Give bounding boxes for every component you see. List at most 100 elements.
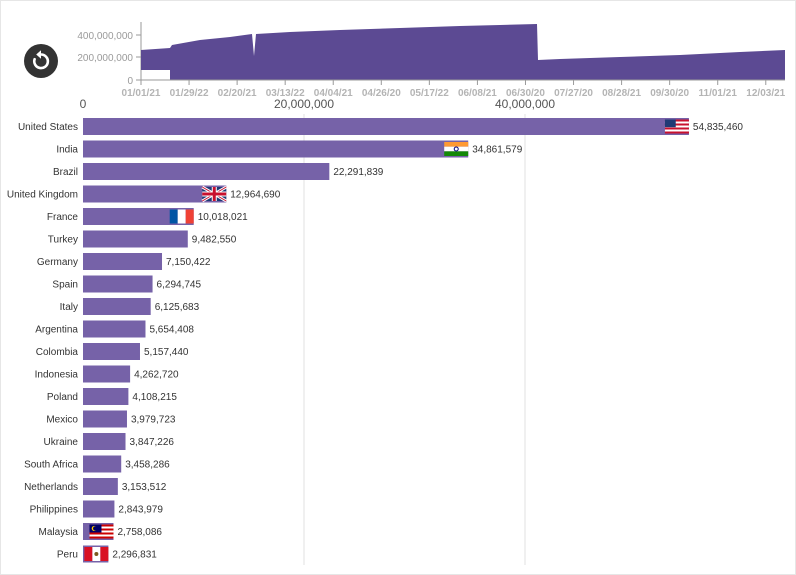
category-label: Argentina <box>35 325 78 336</box>
overview-x-tick-label: 12/03/21 <box>746 88 785 99</box>
bar-row[interactable]: Ukraine 3,847,226 <box>44 433 175 450</box>
overview-chart[interactable]: 400,000,000 200,000,000 0 01/01/21 01/29/22… <box>0 0 796 110</box>
bar-row[interactable]: India 34,861,579 <box>56 140 523 158</box>
bar[interactable] <box>83 365 131 383</box>
value-label: 22,291,839 <box>333 167 383 178</box>
bar-row[interactable]: Italy 6,125,683 <box>60 298 200 315</box>
x-tick-label: 20,000,000 <box>274 97 334 111</box>
bar[interactable] <box>83 320 146 338</box>
category-label: Indonesia <box>35 370 79 381</box>
category-label: Colombia <box>36 347 79 358</box>
bar-row[interactable]: Argentina 5,654,408 <box>35 320 194 338</box>
value-label: 3,153,512 <box>122 482 167 493</box>
overview-x-tick-label: 07/27/20 <box>554 88 593 99</box>
bar-row[interactable]: Turkey 9,482,550 <box>48 230 237 248</box>
value-label: 54,835,460 <box>693 122 743 133</box>
category-label: India <box>56 145 78 156</box>
overview-x-tick-label: 05/17/22 <box>410 88 449 99</box>
value-label: 3,458,286 <box>125 460 170 471</box>
category-label: Italy <box>60 302 78 313</box>
overview-area[interactable] <box>141 24 785 80</box>
category-label: Mexico <box>46 415 78 426</box>
bar-row[interactable]: Spain 6,294,745 <box>52 275 201 293</box>
bar[interactable] <box>83 388 129 405</box>
overview-x-tick-label: 06/08/21 <box>458 88 497 99</box>
replay-button[interactable] <box>24 44 58 78</box>
bar-row[interactable]: Malaysia 2,758,086 <box>39 523 163 540</box>
bar-rows: United States 54,835,460 India 34,861,579 Br… <box>7 118 743 563</box>
value-label: 4,262,720 <box>134 370 179 381</box>
bar-row[interactable]: United Kingdom 12,964,690 <box>7 185 281 203</box>
bar[interactable] <box>83 298 151 315</box>
category-label: Ukraine <box>44 437 79 448</box>
bar[interactable] <box>83 478 118 495</box>
value-label: 4,108,215 <box>132 392 177 403</box>
bar[interactable] <box>83 275 153 293</box>
overview-x-tick-label: 02/20/21 <box>218 88 257 99</box>
bar-row[interactable]: Brazil 22,291,839 <box>53 163 384 180</box>
value-label: 34,861,579 <box>472 145 522 156</box>
bar-row[interactable]: Colombia 5,157,440 <box>36 343 189 360</box>
x-tick-label: 0 <box>80 97 87 111</box>
category-label: France <box>47 212 79 223</box>
bar-row[interactable]: Mexico 3,979,723 <box>46 410 176 428</box>
value-label: 10,018,021 <box>198 212 248 223</box>
overview-x-tick-label: 01/01/21 <box>122 88 161 99</box>
bar[interactable] <box>83 343 140 360</box>
replay-icon <box>32 50 50 70</box>
bar-row[interactable]: Indonesia 4,262,720 <box>35 365 179 383</box>
bar[interactable] <box>83 433 126 450</box>
uk-flag-icon <box>201 185 228 203</box>
bar[interactable] <box>83 118 689 135</box>
india-flag-icon <box>444 142 469 156</box>
bar-row[interactable]: Germany 7,150,422 <box>37 253 211 270</box>
category-label: Brazil <box>53 167 78 178</box>
bar[interactable] <box>83 455 122 473</box>
bar-row[interactable]: Philippines 2,843,979 <box>30 500 164 518</box>
category-label: Netherlands <box>24 482 78 493</box>
overview-x-tick-label: 08/28/21 <box>602 88 641 99</box>
value-label: 2,296,831 <box>112 550 157 561</box>
overview-y-tick-label: 0 <box>127 76 133 87</box>
bar-row[interactable]: South Africa 3,458,286 <box>24 455 170 473</box>
bar[interactable] <box>83 500 115 518</box>
bar[interactable] <box>83 185 227 203</box>
bar[interactable] <box>83 230 188 248</box>
bar[interactable] <box>83 253 163 270</box>
bar-row[interactable]: Netherlands 3,153,512 <box>24 478 167 495</box>
category-label: Peru <box>57 550 78 561</box>
bar[interactable] <box>83 163 330 180</box>
x-tick-label: 40,000,000 <box>495 97 555 111</box>
france-flag-icon <box>169 209 194 224</box>
overview-area-series[interactable] <box>141 24 785 80</box>
overview-x-tick-label: 04/04/21 <box>314 88 353 99</box>
bar-row[interactable]: Poland 4,108,215 <box>47 388 177 405</box>
category-label: Poland <box>47 392 78 403</box>
value-label: 12,964,690 <box>230 190 280 201</box>
bar[interactable] <box>83 410 127 428</box>
overview-y-tick-label: 400,000,000 <box>77 31 133 42</box>
value-label: 2,758,086 <box>117 527 162 538</box>
bar-row[interactable]: France 10,018,021 <box>47 208 248 225</box>
bar[interactable] <box>83 140 469 158</box>
value-label: 3,847,226 <box>130 437 175 448</box>
value-label: 6,125,683 <box>155 302 200 313</box>
peru-flag-icon <box>84 547 109 561</box>
overview-x-axis: 01/01/21 01/29/22 02/20/21 03/13/22 04/04/21… <box>122 79 786 99</box>
category-label: South Africa <box>24 460 78 471</box>
value-label: 2,843,979 <box>118 505 163 516</box>
category-label: Germany <box>37 257 78 268</box>
bar[interactable] <box>83 208 194 225</box>
malaysia-flag-icon <box>89 524 114 539</box>
value-label: 7,150,422 <box>166 257 211 268</box>
category-label: United States <box>18 122 78 133</box>
value-label: 5,157,440 <box>144 347 189 358</box>
bar-row[interactable]: United States 54,835,460 <box>18 118 743 135</box>
overview-x-tick-label: 01/29/22 <box>170 88 209 99</box>
category-label: Turkey <box>48 235 78 246</box>
overview-x-tick-label: 04/26/20 <box>362 88 401 99</box>
value-label: 3,979,723 <box>131 415 176 426</box>
value-label: 9,482,550 <box>192 235 237 246</box>
bar-row[interactable]: Peru 2,296,831 <box>57 545 157 563</box>
